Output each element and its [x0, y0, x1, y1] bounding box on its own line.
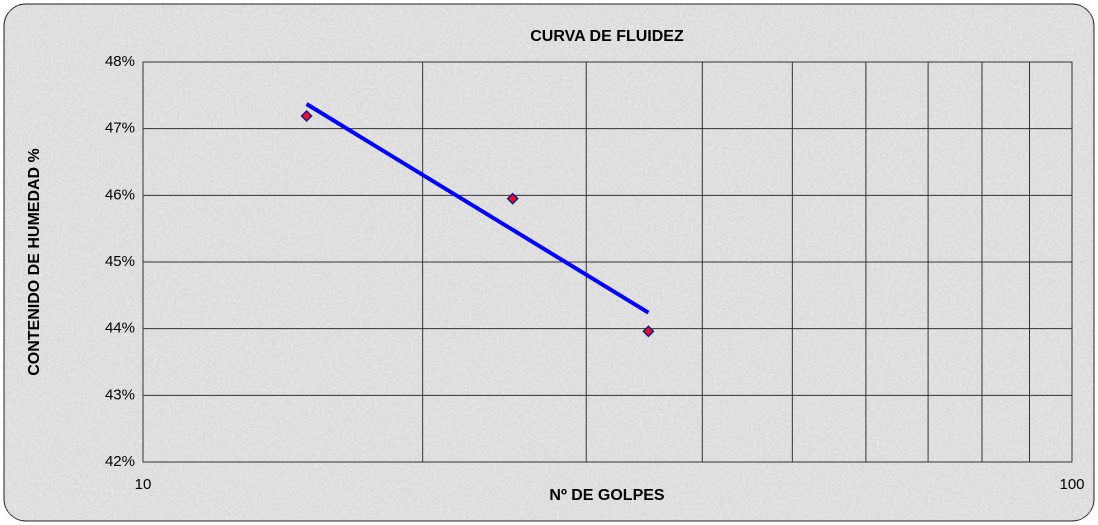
x-tick-label: 10: [135, 476, 152, 493]
y-tick-label: 42%: [105, 453, 135, 470]
y-tick-label: 45%: [105, 253, 135, 270]
data-point: [300, 109, 313, 123]
y-tick-label: 46%: [105, 186, 135, 203]
chart-title: CURVA DE FLUIDEZ: [530, 28, 684, 45]
x-axis-label: Nº DE GOLPES: [549, 487, 665, 504]
x-tick-label: 100: [1059, 476, 1084, 493]
y-tick-label: 44%: [105, 320, 135, 337]
y-tick-label: 43%: [105, 386, 135, 403]
y-tick-label: 48%: [105, 53, 135, 70]
trendline: [305, 102, 650, 315]
y-tick-label: 47%: [105, 120, 135, 137]
y-axis-label: CONTENIDO DE HUMEDAD %: [26, 148, 43, 376]
data-point: [506, 192, 519, 205]
data-point: [642, 325, 655, 338]
